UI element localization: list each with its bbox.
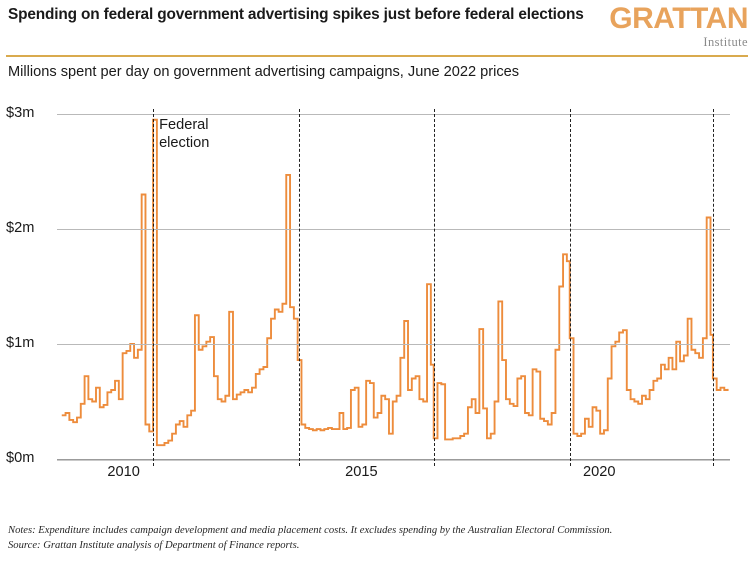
source-text: Source: Grattan Institute analysis of De… [8, 539, 300, 551]
election-marker-line [433, 109, 435, 466]
gridline-y [57, 229, 730, 230]
gridline-y [57, 459, 730, 460]
gridline-y [57, 344, 730, 345]
x-axis-tick-label: 2010 [107, 464, 140, 480]
chart-inner [57, 109, 730, 466]
gridline-y [57, 114, 730, 115]
x-axis-tick-label: 2015 [345, 464, 378, 480]
chart-subtitle: Millions spent per day on government adv… [8, 64, 520, 80]
election-marker-line [153, 109, 155, 466]
chart-footnotes: Notes: Expenditure includes campaign dev… [8, 524, 752, 553]
title-divider [6, 55, 748, 57]
notes-text: Notes: Expenditure includes campaign dev… [8, 525, 613, 536]
logo-subtext: Institute [703, 35, 748, 49]
election-marker-line [712, 109, 714, 466]
federal-election-annotation: Federal election [159, 116, 210, 152]
y-axis-tick-label: $3m [6, 105, 35, 121]
grattan-logo: GRATTAN Institute [596, 2, 748, 50]
chart-plot-area: $0m $1m $2m $3m 2010 2015 2020 Federal election [0, 96, 754, 496]
x-axis-tick-label: 2020 [582, 464, 616, 480]
y-axis-tick-label: $1m [6, 335, 35, 351]
election-marker-line [569, 109, 571, 466]
page-title: Spending on federal government advertisi… [8, 6, 584, 23]
advertising-spend-line [61, 118, 729, 447]
logo-wordmark: GRATTAN [609, 2, 748, 35]
series-path [61, 118, 729, 447]
chart-header: Spending on federal government advertisi… [0, 0, 754, 80]
y-axis-tick-label: $0m [6, 450, 35, 466]
y-axis-tick-label: $2m [6, 220, 35, 236]
x-axis-line [57, 459, 730, 461]
election-marker-line [298, 109, 300, 466]
